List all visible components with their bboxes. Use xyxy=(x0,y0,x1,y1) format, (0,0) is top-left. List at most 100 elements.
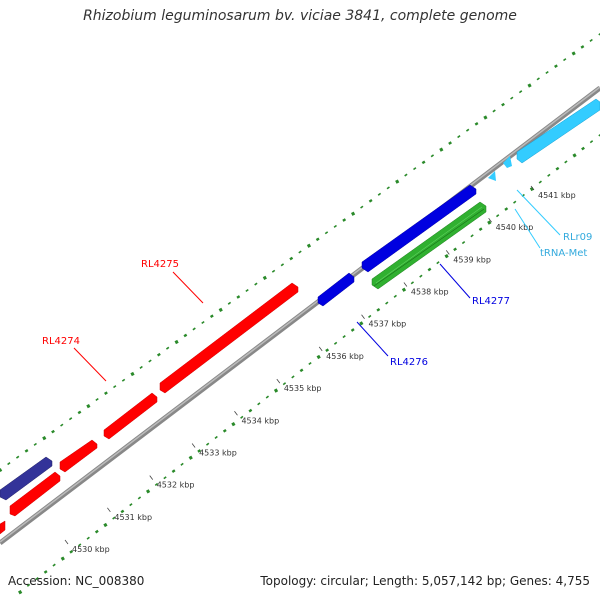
gene-features xyxy=(0,98,600,535)
gc-tick xyxy=(325,348,330,352)
gc-tick xyxy=(589,140,594,144)
gene-red-1[interactable] xyxy=(0,520,6,535)
gc-tick xyxy=(51,429,55,434)
gc-tick xyxy=(280,263,285,267)
gene-callouts xyxy=(73,189,561,382)
gc-tick xyxy=(461,240,466,245)
gc-tick xyxy=(188,455,193,460)
gc-tick xyxy=(555,166,560,171)
scale-tick xyxy=(276,378,281,384)
scale-label: 4535 kbp xyxy=(284,384,322,393)
scale-tick xyxy=(318,346,323,352)
gene-cyan-3[interactable] xyxy=(488,171,496,181)
label-rl4274: RL4274 xyxy=(42,336,80,347)
gc-tick xyxy=(527,83,532,88)
scale-tick xyxy=(64,539,69,545)
gc-tick xyxy=(192,327,196,331)
gene-red-5[interactable] xyxy=(159,282,299,394)
gene-blue-1[interactable] xyxy=(317,272,355,307)
scale-tick xyxy=(445,250,450,255)
gc-tick xyxy=(439,147,444,152)
gc-tick xyxy=(324,231,329,235)
gc-tick xyxy=(393,294,397,298)
gc-tick xyxy=(538,180,542,184)
gc-tick xyxy=(413,167,417,171)
gene-navy-1[interactable] xyxy=(0,456,53,501)
gc-tick xyxy=(598,33,600,36)
gc-tick xyxy=(257,402,261,406)
genome-title: Rhizobium leguminosarum bv. viciae 3841,… xyxy=(83,8,517,24)
gc-tick xyxy=(308,361,312,366)
gc-tick xyxy=(598,133,600,137)
gc-tick xyxy=(60,556,65,561)
gc-tick xyxy=(342,335,346,339)
gc-tick xyxy=(222,428,227,433)
gene-red-2[interactable] xyxy=(9,471,61,517)
label-trna-met: tRNA-Met xyxy=(540,248,587,259)
gc-tick xyxy=(536,77,540,81)
scale-tick xyxy=(149,475,154,480)
gc-tick xyxy=(174,339,179,345)
gc-tick xyxy=(240,415,244,419)
gc-tick xyxy=(282,382,287,386)
gc-tick xyxy=(564,160,568,164)
gc-tick xyxy=(236,295,241,299)
gc-tick xyxy=(501,102,505,107)
gc-tick xyxy=(448,141,452,145)
gc-tick xyxy=(572,153,577,158)
gc-tick xyxy=(315,237,320,242)
gc-tick xyxy=(453,247,457,252)
gc-tick xyxy=(265,395,270,399)
gc-tick xyxy=(183,333,188,338)
gc-tick xyxy=(209,314,214,319)
scale-tick xyxy=(191,443,196,448)
scale-tick xyxy=(530,185,535,191)
scale-label: 4536 kbp xyxy=(326,352,364,361)
gc-tick xyxy=(205,442,210,446)
gc-tick xyxy=(299,368,304,373)
gc-tick xyxy=(368,198,373,203)
gc-tick xyxy=(171,469,176,473)
gc-tick xyxy=(231,422,236,427)
scale-label: 4540 kbp xyxy=(496,223,534,232)
gc-tick xyxy=(18,590,23,595)
gc-tick xyxy=(368,314,372,319)
gc-tick xyxy=(513,200,517,204)
gc-tick xyxy=(0,468,3,473)
gc-tick xyxy=(120,509,125,514)
gc-tick xyxy=(474,122,479,126)
gc-tick xyxy=(26,583,31,587)
gc-tick xyxy=(273,388,279,393)
gc-tick xyxy=(254,282,258,286)
gene-cyan-1[interactable] xyxy=(516,98,600,164)
gc-tick xyxy=(306,243,312,248)
gene-red-4[interactable] xyxy=(103,392,158,440)
gc-tick xyxy=(518,90,523,94)
gc-tick xyxy=(201,321,205,325)
scale-tick xyxy=(361,314,365,319)
scale-label: 4538 kbp xyxy=(411,288,449,297)
scale-tick xyxy=(403,282,408,287)
gc-tick xyxy=(360,205,364,209)
gc-tick xyxy=(78,543,82,547)
gene-red-3[interactable] xyxy=(59,439,98,473)
gc-tick xyxy=(248,408,253,413)
gc-tick xyxy=(42,436,47,441)
gc-tick xyxy=(95,397,99,401)
gc-tick xyxy=(385,301,389,305)
gc-tick xyxy=(130,371,135,377)
gc-tick xyxy=(103,522,108,528)
gc-tick xyxy=(24,449,29,453)
gc-tick xyxy=(154,482,159,487)
gc-tick xyxy=(554,64,558,68)
gene-blue-2[interactable] xyxy=(361,184,477,273)
gc-tick xyxy=(421,160,426,165)
gc-tick xyxy=(43,570,48,574)
scale-tick xyxy=(107,507,111,513)
gc-tick xyxy=(510,96,514,100)
gc-tick xyxy=(350,328,355,332)
gc-tick xyxy=(291,375,295,379)
gene-cyan-2[interactable] xyxy=(503,156,512,168)
gc-tick xyxy=(7,462,11,466)
gc-tick xyxy=(104,391,108,395)
